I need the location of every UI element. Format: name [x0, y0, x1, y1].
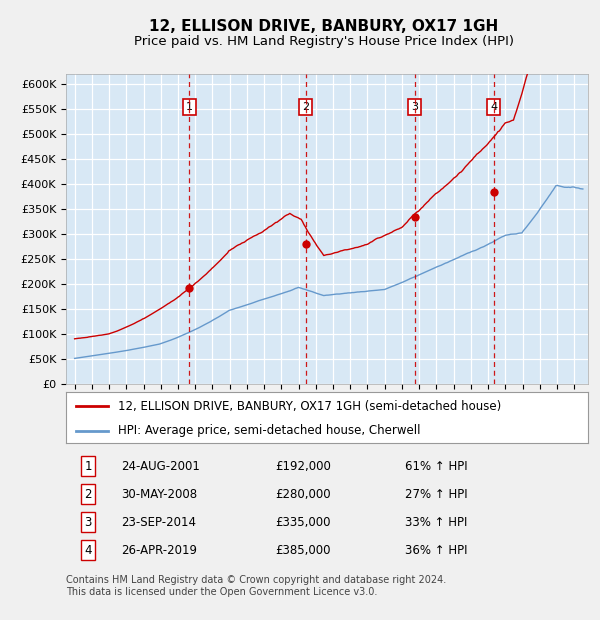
Text: 12, ELLISON DRIVE, BANBURY, OX17 1GH (semi-detached house): 12, ELLISON DRIVE, BANBURY, OX17 1GH (se…	[118, 400, 502, 413]
Text: 27% ↑ HPI: 27% ↑ HPI	[406, 488, 468, 501]
Text: 2: 2	[84, 488, 92, 501]
Text: 4: 4	[84, 544, 92, 557]
Text: 2: 2	[302, 102, 309, 112]
Text: 3: 3	[84, 516, 92, 529]
Text: 33% ↑ HPI: 33% ↑ HPI	[406, 516, 467, 529]
Text: HPI: Average price, semi-detached house, Cherwell: HPI: Average price, semi-detached house,…	[118, 424, 421, 437]
Text: 61% ↑ HPI: 61% ↑ HPI	[406, 460, 468, 473]
Text: 23-SEP-2014: 23-SEP-2014	[121, 516, 196, 529]
Text: 1: 1	[185, 102, 193, 112]
Text: 36% ↑ HPI: 36% ↑ HPI	[406, 544, 468, 557]
Text: 4: 4	[490, 102, 497, 112]
Text: £192,000: £192,000	[275, 460, 331, 473]
Text: 24-AUG-2001: 24-AUG-2001	[121, 460, 200, 473]
Text: 30-MAY-2008: 30-MAY-2008	[121, 488, 197, 501]
Text: Price paid vs. HM Land Registry's House Price Index (HPI): Price paid vs. HM Land Registry's House …	[134, 35, 514, 48]
Text: 26-APR-2019: 26-APR-2019	[121, 544, 197, 557]
Text: £335,000: £335,000	[275, 516, 331, 529]
Text: £385,000: £385,000	[275, 544, 331, 557]
Text: 3: 3	[411, 102, 418, 112]
Text: £280,000: £280,000	[275, 488, 331, 501]
Text: 12, ELLISON DRIVE, BANBURY, OX17 1GH: 12, ELLISON DRIVE, BANBURY, OX17 1GH	[149, 19, 499, 33]
Text: 1: 1	[84, 460, 92, 473]
Text: Contains HM Land Registry data © Crown copyright and database right 2024.
This d: Contains HM Land Registry data © Crown c…	[66, 575, 446, 597]
